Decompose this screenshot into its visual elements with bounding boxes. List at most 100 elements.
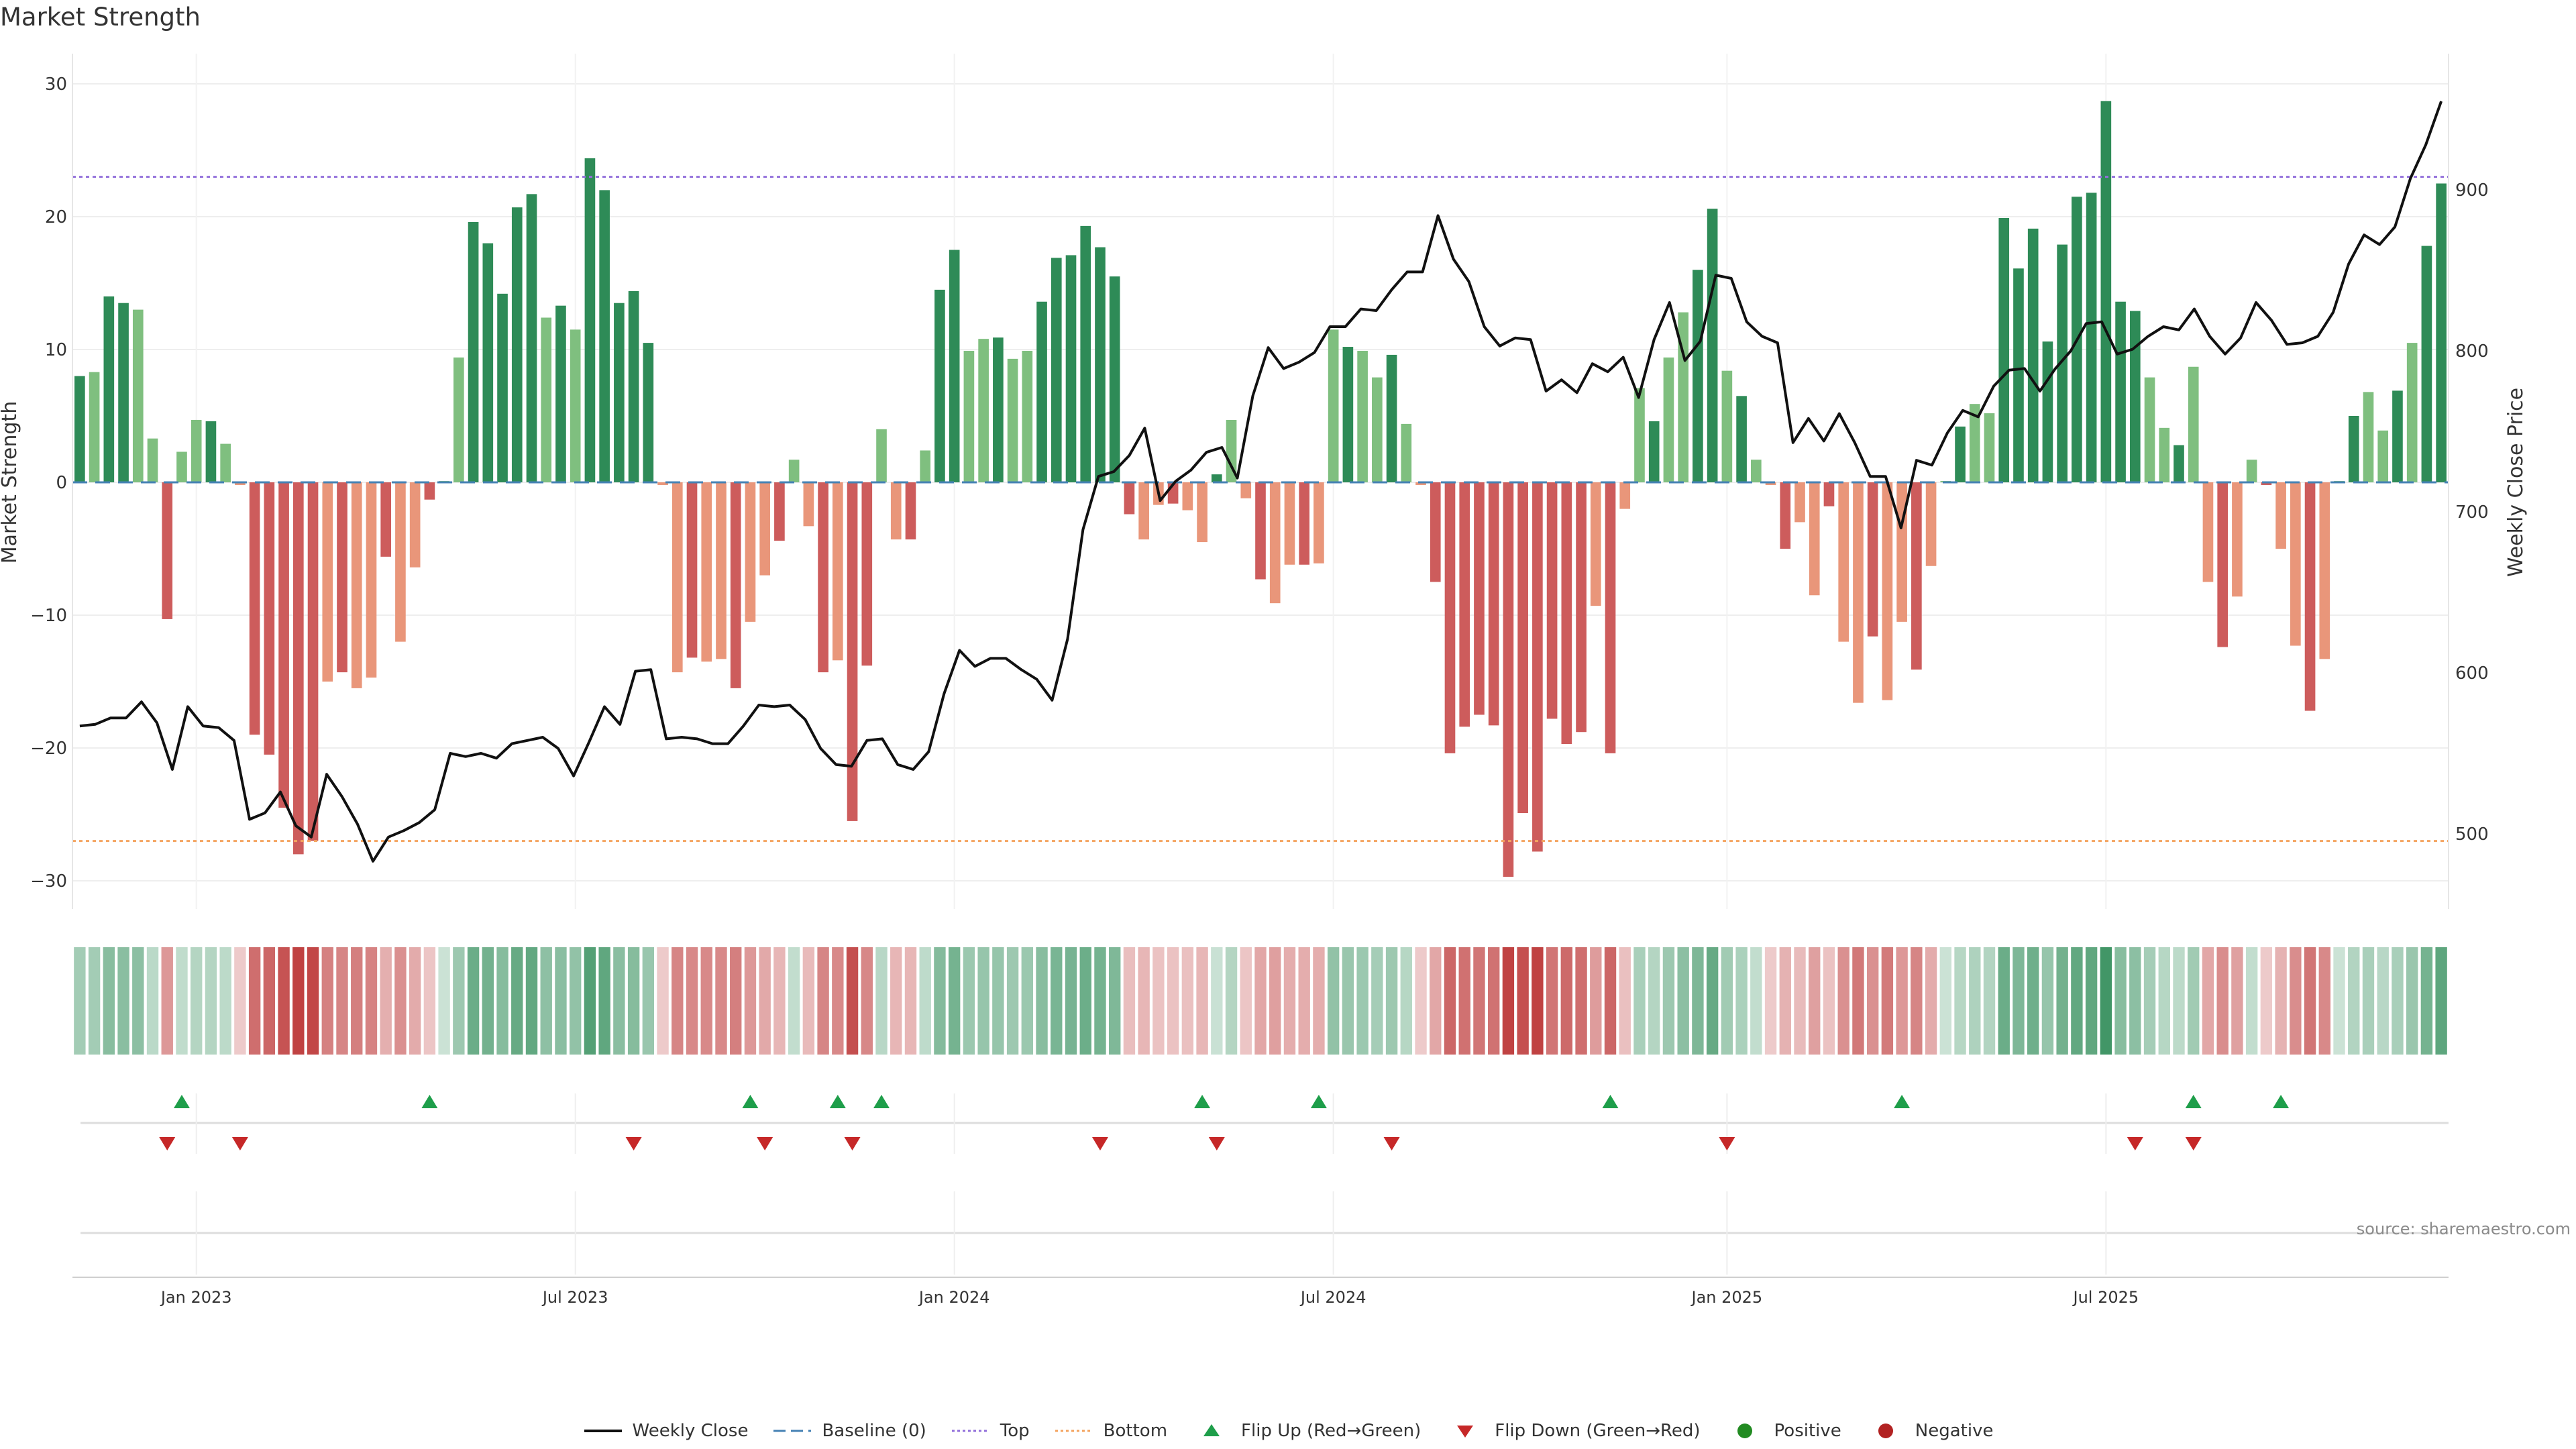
heat-cell [904, 947, 917, 1055]
flip-up-marker [2273, 1095, 2290, 1108]
weekly-close-series [79, 101, 2443, 863]
strength-bar [2100, 101, 2112, 483]
heat-cell [2377, 947, 2389, 1055]
heat-cell [948, 947, 961, 1055]
heat-cell [1181, 947, 1194, 1055]
strength-bar [730, 482, 741, 688]
strength-bar [1269, 482, 1281, 604]
heat-cell [1633, 947, 1646, 1055]
heat-cell [1065, 947, 1077, 1055]
y2-axis-label: Weekly Close Price [2504, 388, 2528, 577]
heat-cell [788, 947, 800, 1055]
strength-bar [745, 482, 756, 622]
heat-cell [2333, 947, 2345, 1055]
strength-bar [1415, 482, 1426, 485]
heat-cell [496, 947, 508, 1055]
heat-cell [2275, 947, 2287, 1055]
strength-bar [468, 221, 479, 482]
strength-bar [2421, 246, 2432, 482]
strength-bar [847, 482, 858, 821]
strength-bar [1648, 421, 1660, 482]
strength-bar [1765, 482, 1776, 485]
strength-bar [876, 429, 887, 482]
legend-swatch [951, 1430, 989, 1432]
heat-cell [74, 947, 86, 1055]
strength-bar [1736, 396, 1747, 482]
strength-bar [555, 305, 566, 482]
heat-cell [453, 947, 465, 1055]
legend-label: Flip Up (Red→Green) [1241, 1421, 1421, 1441]
heat-cell [1051, 947, 1063, 1055]
flip-down-marker [2127, 1137, 2143, 1150]
strength-bar [2042, 341, 2053, 482]
heat-cell [1575, 947, 1587, 1055]
strength-bar [2232, 482, 2243, 597]
heat-cell [2392, 947, 2404, 1055]
strength-bar [686, 482, 698, 658]
strength-bar [1882, 482, 1893, 700]
strength-bar [2319, 482, 2330, 659]
strength-bar [1372, 377, 1383, 482]
flip-up-marker [873, 1095, 890, 1108]
strength-bar [1080, 225, 1091, 482]
strength-bar [890, 482, 902, 540]
y2-tick-label: 500 [2455, 824, 2489, 845]
heat-cell [963, 947, 975, 1055]
strength-bar [220, 443, 231, 482]
strength-bar [307, 482, 319, 841]
heat-cell [2231, 947, 2243, 1055]
heat-cell [1269, 947, 1281, 1055]
strength-bar [1721, 370, 1733, 482]
y-axis-label: Market Strength [0, 401, 21, 564]
heat-cell [380, 947, 392, 1055]
strength-bar [2217, 482, 2229, 647]
strength-bar [292, 482, 304, 855]
strength-bar [599, 190, 610, 482]
heat-cell [351, 947, 363, 1055]
strength-bar [89, 372, 100, 482]
heat-cell [117, 947, 129, 1055]
strength-bar [584, 158, 596, 482]
heat-cell [219, 947, 231, 1055]
flip-down-marker [1383, 1137, 1400, 1150]
flip-up-marker [1310, 1095, 1327, 1108]
heat-cell [875, 947, 888, 1055]
heat-cell [482, 947, 494, 1055]
strength-bar [497, 293, 508, 482]
flip-down-marker [1091, 1137, 1108, 1150]
strength-bar [818, 482, 828, 673]
heat-cell [2188, 947, 2200, 1055]
strength-bar [118, 303, 129, 482]
heat-cell [1487, 947, 1500, 1055]
strength-bar [2261, 482, 2272, 485]
strength-bar [1750, 460, 1762, 482]
heat-cell [569, 947, 582, 1055]
flip-down-marker [2185, 1137, 2202, 1150]
heat-cell [176, 947, 188, 1055]
heat-cell [817, 947, 829, 1055]
strength-bar [1182, 482, 1193, 511]
y2-tick-label: 700 [2455, 502, 2489, 523]
heat-cell [919, 947, 931, 1055]
heat-cell [1619, 947, 1631, 1055]
strength-bar [2275, 482, 2286, 549]
heat-cell [1079, 947, 1091, 1055]
legend-label: Positive [1774, 1421, 1841, 1441]
strength-bar [1444, 482, 1456, 753]
heat-cell [890, 947, 902, 1055]
legend-item: Baseline (0) [772, 1421, 926, 1441]
strength-bar [1823, 482, 1835, 506]
strength-bar [1459, 482, 1470, 727]
heat-cell [846, 947, 859, 1055]
strength-bar [614, 303, 625, 482]
strength-bar [1284, 482, 1295, 565]
heat-cell [205, 947, 217, 1055]
strength-bar [1197, 482, 1208, 543]
strength-bar [833, 482, 843, 661]
heat-cell [1138, 947, 1150, 1055]
heat-cell [1939, 947, 1952, 1055]
heat-cell [1809, 947, 1821, 1055]
heat-cell [744, 947, 757, 1055]
heat-cell [1327, 947, 1340, 1055]
